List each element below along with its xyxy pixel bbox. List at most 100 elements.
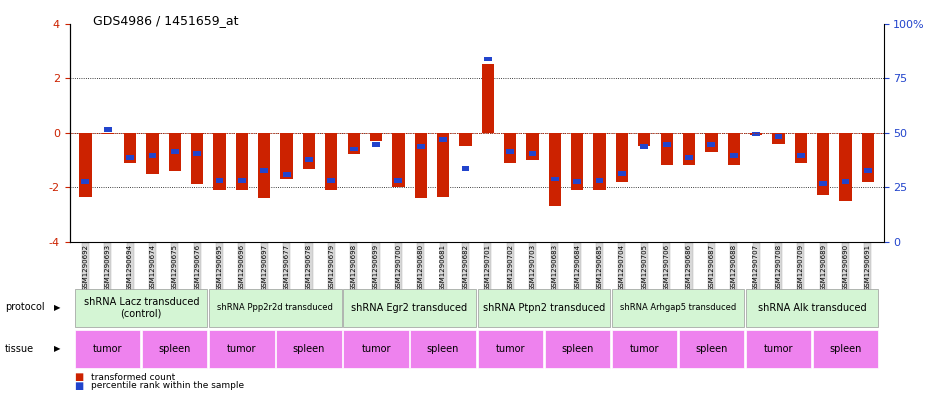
Text: spleen: spleen — [159, 344, 191, 354]
FancyBboxPatch shape — [477, 288, 610, 327]
Text: shRNA Alk transduced: shRNA Alk transduced — [758, 303, 866, 312]
Bar — [101, 132, 113, 134]
Text: GSM1290693: GSM1290693 — [105, 244, 111, 291]
Text: GSM1290684: GSM1290684 — [574, 244, 580, 291]
Text: spleen: spleen — [695, 344, 727, 354]
Bar — [504, 132, 516, 163]
FancyBboxPatch shape — [343, 288, 476, 327]
Bar — [437, 132, 449, 197]
FancyBboxPatch shape — [209, 330, 274, 368]
Bar — [819, 181, 827, 185]
Bar — [326, 132, 338, 190]
Bar — [82, 179, 89, 184]
Bar — [305, 158, 312, 162]
Text: GSM1290707: GSM1290707 — [753, 244, 759, 291]
FancyBboxPatch shape — [75, 330, 140, 368]
Bar — [596, 178, 604, 183]
Bar — [484, 57, 492, 61]
Bar — [259, 132, 271, 198]
Text: tumor: tumor — [764, 344, 793, 354]
Bar — [79, 132, 91, 197]
Bar — [618, 171, 626, 176]
Bar — [752, 132, 760, 136]
Text: GSM1290678: GSM1290678 — [306, 244, 312, 291]
FancyBboxPatch shape — [343, 330, 408, 368]
Text: ■: ■ — [74, 372, 84, 382]
Bar — [638, 132, 650, 146]
Text: GSM1290702: GSM1290702 — [507, 244, 513, 291]
Bar — [862, 132, 874, 182]
Bar — [685, 155, 693, 160]
Bar — [528, 151, 537, 156]
Bar — [772, 132, 785, 143]
Text: tumor: tumor — [496, 344, 525, 354]
FancyBboxPatch shape — [142, 330, 207, 368]
Bar — [663, 142, 671, 147]
Text: GSM1290688: GSM1290688 — [731, 244, 737, 291]
Text: GSM1290683: GSM1290683 — [551, 244, 558, 291]
Text: protocol: protocol — [5, 302, 45, 312]
Bar — [191, 132, 204, 184]
Text: GSM1290700: GSM1290700 — [395, 244, 402, 291]
Text: GSM1290699: GSM1290699 — [373, 244, 379, 291]
Bar — [573, 179, 581, 184]
Text: GSM1290706: GSM1290706 — [664, 244, 670, 291]
Text: GSM1290687: GSM1290687 — [709, 244, 714, 291]
Bar — [750, 132, 763, 135]
Bar — [124, 132, 137, 163]
FancyBboxPatch shape — [612, 330, 677, 368]
Text: shRNA Ptpn2 transduced: shRNA Ptpn2 transduced — [483, 303, 604, 312]
Bar — [260, 168, 268, 173]
Text: GDS4986 / 1451659_at: GDS4986 / 1451659_at — [93, 14, 238, 27]
Text: GSM1290701: GSM1290701 — [485, 244, 491, 291]
Bar — [660, 132, 672, 165]
Bar — [864, 168, 871, 173]
Text: GSM1290692: GSM1290692 — [83, 244, 88, 291]
Text: ▶: ▶ — [54, 303, 60, 312]
Text: spleen: spleen — [427, 344, 459, 354]
Text: GSM1290675: GSM1290675 — [172, 244, 178, 291]
Text: tumor: tumor — [227, 344, 257, 354]
Text: GSM1290681: GSM1290681 — [440, 244, 446, 291]
Bar — [415, 132, 427, 198]
Bar — [708, 142, 715, 147]
Text: GSM1290691: GSM1290691 — [865, 244, 870, 291]
Text: GSM1290679: GSM1290679 — [328, 244, 334, 291]
Bar — [705, 132, 718, 152]
FancyBboxPatch shape — [209, 288, 341, 327]
Bar — [641, 144, 648, 149]
Text: tumor: tumor — [361, 344, 391, 354]
Text: GSM1290705: GSM1290705 — [642, 244, 647, 291]
Bar — [439, 137, 447, 142]
Bar — [797, 153, 804, 158]
Bar — [372, 142, 380, 147]
Bar — [193, 151, 201, 156]
Text: spleen: spleen — [830, 344, 862, 354]
Text: GSM1290695: GSM1290695 — [217, 244, 222, 291]
Bar — [683, 132, 695, 165]
Bar — [168, 132, 181, 171]
Bar — [327, 178, 335, 183]
Text: GSM1290698: GSM1290698 — [351, 244, 357, 291]
Bar — [730, 153, 737, 158]
Bar — [417, 144, 425, 149]
FancyBboxPatch shape — [746, 288, 878, 327]
Bar — [549, 132, 561, 206]
Bar — [394, 178, 403, 183]
Text: ■: ■ — [74, 381, 84, 391]
Text: shRNA Egr2 transduced: shRNA Egr2 transduced — [352, 303, 468, 312]
Text: GSM1290674: GSM1290674 — [150, 244, 155, 291]
Bar — [593, 132, 605, 190]
Text: shRNA Arhgap5 transduced: shRNA Arhgap5 transduced — [619, 303, 736, 312]
Bar — [213, 132, 226, 190]
Bar — [283, 173, 290, 177]
Text: ▶: ▶ — [54, 344, 60, 353]
Text: GSM1290685: GSM1290685 — [596, 244, 603, 291]
FancyBboxPatch shape — [477, 330, 543, 368]
Text: spleen: spleen — [561, 344, 593, 354]
Text: GSM1290677: GSM1290677 — [284, 244, 289, 291]
Bar — [370, 132, 382, 141]
Text: GSM1290682: GSM1290682 — [462, 244, 469, 291]
Bar — [526, 132, 538, 160]
Text: GSM1290694: GSM1290694 — [127, 244, 133, 291]
